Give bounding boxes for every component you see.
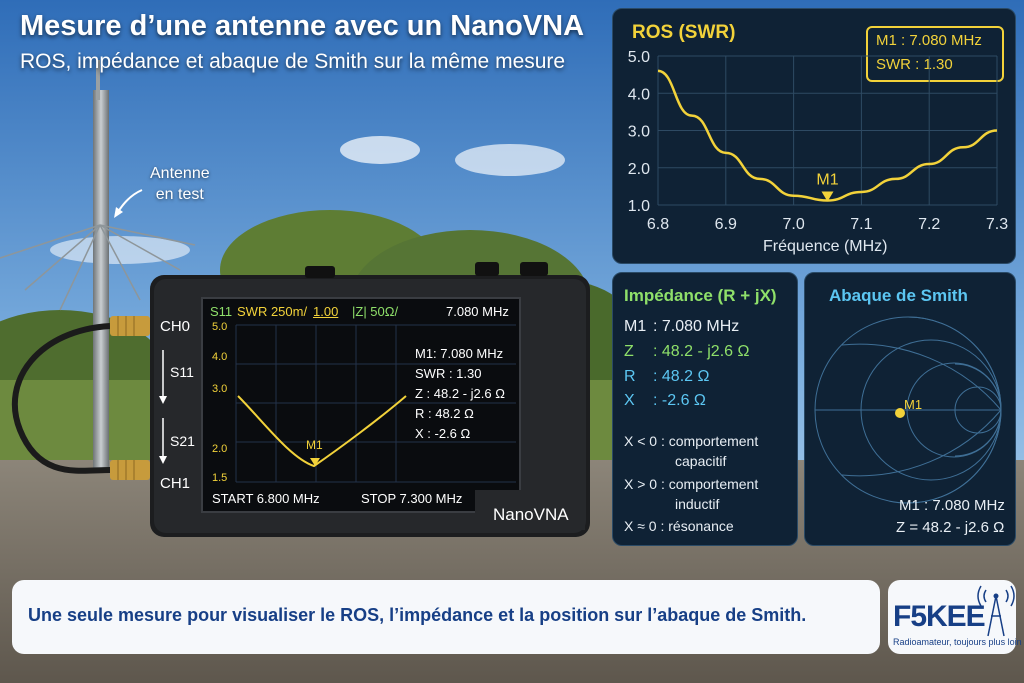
port-ch1-label: CH1 — [160, 475, 191, 492]
swr-xtick-label: 7.2 — [918, 216, 940, 233]
screen-start: START 6.800 MHz — [212, 491, 320, 506]
screen-s11: S11 — [210, 304, 233, 319]
swr-xtick-label: 6.8 — [647, 216, 669, 233]
impedance-x-label: X — [624, 392, 635, 409]
impedance-r-value: : 48.2 Ω — [653, 368, 710, 385]
swr-ytick-label: 2.0 — [628, 161, 650, 178]
impedance-note: X > 0 : comportement — [624, 476, 759, 492]
screen-ytick: 4.0 — [212, 351, 228, 363]
screen-swr-scale: SWR 250m/ — [237, 304, 308, 319]
bottom-message: Une seule mesure pour visualiser le ROS,… — [28, 605, 807, 625]
screen-ref: 1.00 — [313, 304, 339, 319]
swr-marker-label: M1 — [816, 172, 838, 189]
screen-ytick: 5.0 — [212, 321, 228, 333]
port-ch0-label: CH0 — [160, 318, 191, 335]
s21-label: S21 — [170, 433, 195, 449]
screen-readout-z: Z : 48.2 - j2.6 Ω — [415, 386, 505, 401]
impedance-m1-label: M1 — [624, 318, 647, 335]
swr-marker-freq: M1 : 7.080 MHz — [876, 32, 982, 49]
screen-readout-r: R : 48.2 Ω — [415, 406, 474, 421]
impedance-panel — [612, 272, 798, 546]
antenna-label-line2: en test — [155, 186, 204, 203]
screen-marker-label: M1 — [306, 438, 323, 452]
screen-stop: STOP 7.300 MHz — [361, 491, 463, 506]
impedance-note: inductif — [675, 496, 720, 512]
swr-xtick-label: 7.1 — [850, 216, 872, 233]
impedance-r-label: R — [624, 368, 636, 385]
smith-marker-label: M1 — [904, 397, 923, 412]
impedance-panel-title: Impédance (R + jX) — [624, 286, 777, 305]
screen-z-scale: |Z| 50Ω/ — [352, 304, 399, 319]
smith-footer-z: Z = 48.2 - j2.6 Ω — [896, 519, 1005, 536]
swr-panel — [612, 8, 1016, 264]
swr-marker-box — [866, 26, 1004, 82]
impedance-z-label: Z — [624, 343, 634, 360]
swr-marker-triangle — [821, 191, 834, 202]
swr-xtick-label: 7.0 — [782, 216, 804, 233]
smith-panel-title: Abaque de Smith — [829, 286, 968, 305]
swr-marker-value: SWR : 1.30 — [876, 56, 953, 73]
screen-ytick: 3.0 — [212, 383, 228, 395]
page-title: Mesure d’une antenne avec un NanoVNA — [20, 10, 585, 42]
screen-readout-swr: SWR : 1.30 — [415, 366, 482, 381]
screen-ytick: 1.5 — [212, 472, 228, 484]
logo-f5kee: F5KEE — [893, 600, 986, 633]
swr-xtick-label: 7.3 — [986, 216, 1008, 233]
logo-box — [888, 580, 1016, 654]
smith-marker-dot — [895, 408, 905, 418]
logo-tagline: Radioamateur, toujours plus loin — [893, 637, 1022, 647]
bottom-banner — [12, 580, 880, 654]
s11-label: S11 — [170, 364, 194, 380]
swr-ytick-label: 5.0 — [628, 49, 650, 66]
screen-readout-x: X : -2.6 Ω — [415, 426, 471, 441]
smith-footer-freq: M1 : 7.080 MHz — [899, 497, 1005, 514]
antenna-label: Antenne en test — [150, 163, 210, 205]
swr-ytick-label: 1.0 — [628, 198, 650, 215]
antenna-label-line1: Antenne — [150, 165, 210, 182]
page-subtitle: ROS, impédance et abaque de Smith sur la… — [20, 50, 566, 73]
impedance-note: capacitif — [675, 453, 727, 469]
impedance-x-value: : -2.6 Ω — [653, 392, 706, 409]
screen-readout-m1: M1: 7.080 MHz — [415, 346, 504, 361]
screen-marker-triangle — [310, 458, 320, 466]
smith-panel — [804, 272, 1016, 546]
screen-freq: 7.080 MHz — [446, 304, 509, 319]
swr-ytick-label: 4.0 — [628, 86, 650, 103]
impedance-z-value: : 48.2 - j2.6 Ω — [653, 343, 750, 360]
swr-panel-title: ROS (SWR) — [632, 22, 736, 43]
impedance-note: X < 0 : comportement — [624, 433, 759, 449]
screen-swr-trace — [237, 395, 407, 468]
swr-xtick-label: 6.9 — [715, 216, 737, 233]
screen-ytick: 2.0 — [212, 443, 228, 455]
swr-xlabel: Fréquence (MHz) — [763, 238, 888, 255]
impedance-note: X ≈ 0 : résonance — [624, 518, 734, 534]
swr-ytick-label: 3.0 — [628, 124, 650, 141]
device-brand: NanoVNA — [493, 505, 569, 524]
impedance-m1-value: : 7.080 MHz — [653, 318, 740, 335]
